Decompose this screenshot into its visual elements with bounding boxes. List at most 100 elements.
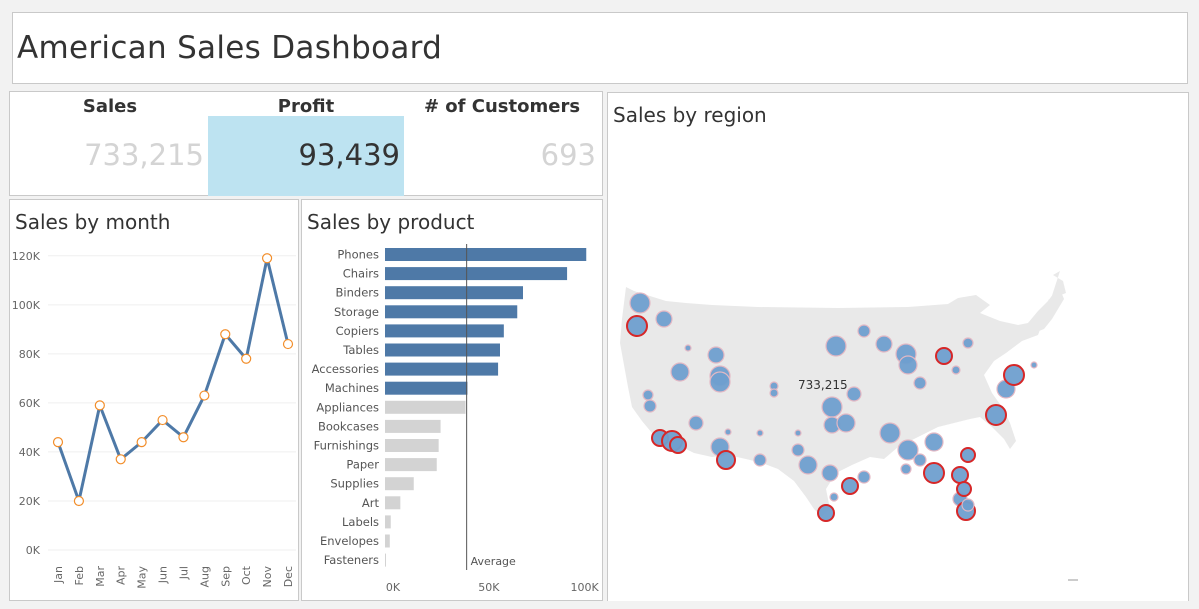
x-tick-label: Jul [177,566,190,580]
product-label-furnishings: Furnishings [314,439,379,453]
sales-bubble[interactable] [669,436,687,454]
sales-bubble[interactable] [846,386,862,402]
sales-bubble[interactable] [655,310,673,328]
sales-bubble[interactable] [642,389,654,401]
product-label-envelopes: Envelopes [320,534,379,548]
product-bar-furnishings [385,439,439,452]
sales-bubble[interactable] [857,470,871,484]
x-tick-label: 50K [478,581,500,594]
sales-bubble[interactable] [643,399,657,413]
sales-bubble[interactable] [956,481,972,497]
sales-bubble[interactable] [829,492,839,502]
sales-bubble[interactable] [670,362,690,382]
sales-bubble[interactable] [857,324,871,338]
kpi-customers-value: 693 [540,138,596,172]
sales-bubble[interactable] [951,365,961,375]
title-panel: American Sales Dashboard [12,12,1188,84]
kpi-customers[interactable]: # of Customers 693 [404,92,600,196]
sales-bubble[interactable] [724,428,732,436]
sales-bubble[interactable] [707,346,725,364]
sales-bubble[interactable] [798,455,818,475]
sales-bubble[interactable] [836,413,856,433]
product-bar-paper [385,458,437,472]
sales-by-region-map[interactable]: 733,215 [608,93,1190,602]
x-tick-label: Sep [219,566,232,587]
x-tick-label: Feb [73,566,86,585]
kpi-panel: Sales 733,215 Profit 93,439 # of Custome… [9,91,603,196]
sales-bubble[interactable] [716,450,736,470]
product-label-tables: Tables [342,343,379,357]
kpi-profit-value: 93,439 [298,138,400,172]
sales-bubble[interactable] [709,371,731,393]
sales-bubble[interactable] [879,422,901,444]
sales-bubble[interactable] [791,443,805,457]
sales-by-product-chart: 0K 50K 100K Phones Chairs Binders Storage Copie… [312,244,600,594]
sales-bubble[interactable] [817,504,835,522]
kpi-customers-label: # of Customers [423,96,581,117]
sales-bubble[interactable] [913,376,927,390]
x-tick-label: Jun [157,566,170,584]
y-tick-label: 80K [19,348,41,361]
x-tick-label: Jan [52,566,65,584]
sales-bubble[interactable] [821,396,843,418]
product-label-supplies: Supplies [330,477,379,491]
product-label-phones: Phones [337,248,379,262]
sales-bubble[interactable] [935,347,953,365]
sales-bubble[interactable] [900,463,912,475]
sales-bubble[interactable] [753,453,767,467]
sales-bubble[interactable] [1030,361,1038,369]
product-label-copiers: Copiers [336,324,379,338]
sales-bubble[interactable] [825,335,847,357]
sales-bubble[interactable] [688,415,704,431]
sales-bubble[interactable] [1003,364,1025,386]
product-label-paper: Paper [346,458,379,472]
x-tick-label: 0K [386,581,401,594]
sales-bubble[interactable] [626,315,648,337]
product-bar-labels [385,515,391,529]
sales-bubbles [626,292,1038,522]
y-tick-label: 120K [12,250,41,263]
y-tick-label: 100K [12,299,41,312]
sales-bubble[interactable] [961,498,975,512]
product-bar-bookcases [385,419,441,433]
kpi-profit[interactable]: Profit 93,439 [208,92,404,196]
sales-bubble[interactable] [898,355,918,375]
sales-line [56,256,290,503]
month-point-sep [220,329,231,340]
sales-bubble[interactable] [769,388,779,398]
month-point-jun [157,414,168,426]
sales-bubble[interactable] [962,337,974,349]
sales-bubble[interactable] [821,464,839,482]
dashboard-title: American Sales Dashboard [17,30,443,66]
sales-bubble[interactable] [913,453,927,467]
sales-bubble[interactable] [756,429,764,437]
kpi-profit-highlight [208,116,404,196]
new-england-shape [1028,289,1064,333]
x-tick-label: 100K [571,581,600,594]
sales-bubble[interactable] [794,429,802,437]
x-tick-label: Dec [282,566,295,587]
y-tick-label: 20K [19,495,41,508]
month-point-feb [73,495,85,507]
product-bar-envelopes [385,534,390,548]
sales-bubble[interactable] [875,335,893,353]
sales-bubble[interactable] [629,292,651,314]
sales-bubble[interactable] [985,404,1007,426]
x-tick-label: Apr [115,566,128,586]
product-bar-chairs [385,267,568,281]
product-label-chairs: Chairs [343,267,379,281]
x-tick-label: May [136,566,149,589]
sales-by-product-title: Sales by product [307,210,475,234]
month-point-aug [199,390,210,401]
sales-bubble[interactable] [841,477,859,495]
map-scale-mark [1068,579,1078,581]
sales-bubble[interactable] [897,439,919,461]
sales-bubble[interactable] [923,462,945,484]
sales-bubble[interactable] [684,344,692,352]
sales-by-month-title: Sales by month [15,210,171,234]
kpi-sales[interactable]: Sales 733,215 [12,92,208,196]
sales-bubble[interactable] [924,432,944,452]
sales-bubble[interactable] [951,466,969,484]
sales-bubble[interactable] [960,447,976,463]
month-point-nov [261,253,273,264]
